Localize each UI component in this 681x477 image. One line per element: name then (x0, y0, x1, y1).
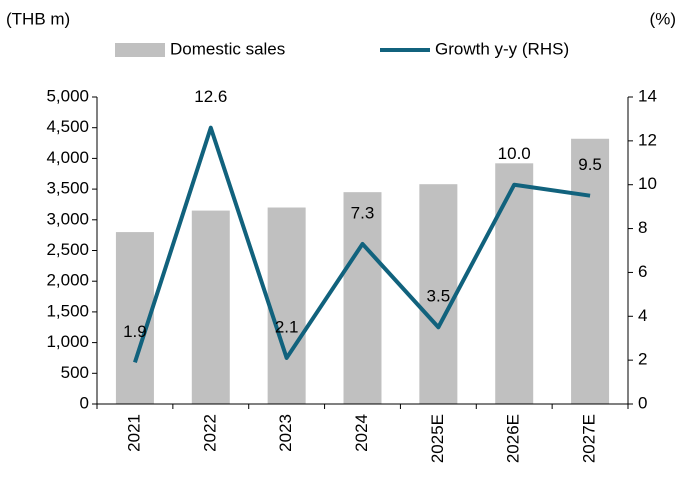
y2-axis-label: (%) (650, 9, 676, 28)
y-tick-label: 4,000 (46, 148, 89, 167)
y-tick-label: 2,500 (46, 240, 89, 259)
y2-tick-label: 0 (638, 393, 647, 412)
x-tick-label: 2025E (428, 414, 447, 463)
x-tick-label: 2021 (124, 414, 143, 452)
y-tick-label: 3,000 (46, 209, 89, 228)
data-label: 3.5 (427, 287, 451, 306)
bar (343, 192, 382, 404)
bar (419, 184, 458, 404)
data-label: 9.5 (578, 155, 602, 174)
data-label: 7.3 (351, 203, 375, 222)
y-tick-label: 4,500 (46, 117, 89, 136)
bar (267, 207, 306, 404)
bar (191, 210, 230, 404)
data-label: 1.9 (123, 322, 147, 341)
y2-tick-label: 14 (638, 86, 657, 105)
y-tick-label: 500 (61, 363, 89, 382)
y2-tick-label: 2 (638, 350, 647, 369)
x-tick-label: 2024 (352, 414, 371, 452)
y2-tick-label: 12 (638, 130, 657, 149)
legend-label: Growth y-y (RHS) (435, 39, 569, 58)
x-tick-label: 2022 (200, 414, 219, 452)
x-tick-label: 2026E (504, 414, 523, 463)
y-tick-label: 0 (80, 393, 89, 412)
legend-label: Domestic sales (170, 39, 285, 58)
y-axis-label: (THB m) (6, 9, 70, 28)
data-label: 12.6 (194, 87, 227, 106)
line-series (133, 125, 591, 363)
y-tick-label: 5,000 (46, 86, 89, 105)
y-tick-label: 1,000 (46, 332, 89, 351)
y2-tick-label: 4 (638, 306, 647, 325)
data-label: 10.0 (498, 144, 531, 163)
legend-swatch (115, 43, 165, 57)
y2-tick-label: 8 (638, 218, 647, 237)
bar (495, 163, 534, 404)
y-tick-label: 1,500 (46, 301, 89, 320)
y-tick-label: 3,500 (46, 179, 89, 198)
y2-tick-label: 6 (638, 262, 647, 281)
y2-tick-label: 10 (638, 174, 657, 193)
data-label: 2.1 (275, 317, 299, 336)
x-tick-label: 2027E (580, 414, 599, 463)
y-tick-label: 2,000 (46, 271, 89, 290)
bar (571, 138, 610, 404)
x-tick-label: 2023 (276, 414, 295, 452)
